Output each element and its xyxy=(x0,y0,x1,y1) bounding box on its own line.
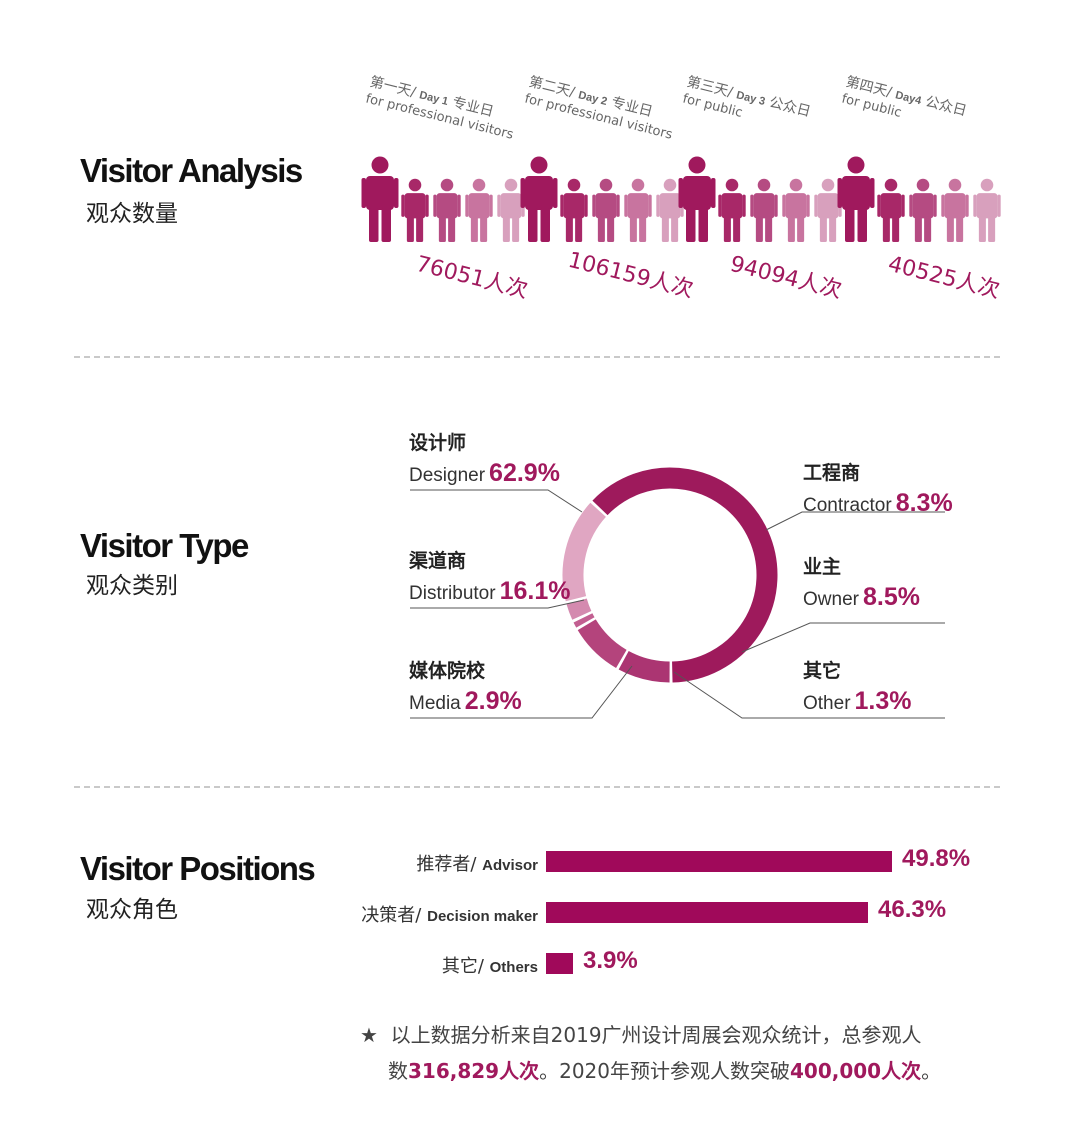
day-label-1: 第一天/ Day 1 专业日 for professional visitors xyxy=(364,74,516,143)
person-icon-16 xyxy=(877,178,905,242)
position-bar-2 xyxy=(546,953,573,974)
position-label-1: 决策者/ Decision maker xyxy=(361,905,538,926)
type-owner-en: Owner xyxy=(803,589,859,610)
person-icon-18 xyxy=(941,178,969,242)
leader-designer xyxy=(410,489,583,513)
position-pct-1: 46.3% xyxy=(878,896,947,923)
position-label-0: 推荐者/ Advisor xyxy=(416,854,538,875)
type-contractor: 工程商 Contractor 8.3% xyxy=(803,458,953,518)
visitor-analysis-title: Visitor Analysis xyxy=(80,152,303,189)
type-contractor-pct: 8.3% xyxy=(895,489,953,517)
divider-1 xyxy=(74,356,1000,358)
total-visitors: 316,829人次 xyxy=(408,1059,540,1083)
type-other-en: Other xyxy=(803,693,851,714)
people-icons xyxy=(361,156,1001,242)
donut-slice-designer xyxy=(592,467,778,683)
type-media-cn: 媒体院校 xyxy=(409,660,486,682)
position-pct-0: 49.8% xyxy=(902,845,971,872)
person-icon-19 xyxy=(973,178,1001,242)
person-icon-8 xyxy=(624,178,652,242)
divider-2 xyxy=(74,786,1000,788)
leader-media xyxy=(410,665,633,719)
type-designer: 设计师 Designer 62.9% xyxy=(409,428,560,488)
person-icon-14 xyxy=(814,178,842,242)
visitor-type-donut xyxy=(410,467,945,719)
donut-slice-other xyxy=(573,613,595,628)
day-count-1: 76051人次 xyxy=(413,251,531,304)
type-designer-cn: 设计师 xyxy=(409,432,467,454)
donut-slice-contractor xyxy=(618,650,671,683)
type-designer-en: Designer xyxy=(409,465,486,486)
person-icon-9 xyxy=(656,178,684,242)
person-icon-11 xyxy=(718,178,746,242)
footnote-line1: 以上数据分析来自2019广州设计周展会观众统计，总参观人 xyxy=(390,1023,922,1047)
type-owner-cn: 业主 xyxy=(803,556,842,578)
type-contractor-en: Contractor xyxy=(803,495,892,516)
visitor-positions-subtitle: 观众角色 xyxy=(86,897,178,923)
type-other-pct: 1.3% xyxy=(854,687,912,715)
person-icon-1 xyxy=(401,178,429,242)
visitor-type-subtitle: 观众类别 xyxy=(86,573,178,599)
day-count-4: 40525人次 xyxy=(885,251,1003,304)
visitor-positions-title: Visitor Positions xyxy=(80,850,316,887)
type-media: 媒体院校 Media 2.9% xyxy=(409,656,522,716)
position-bar-0 xyxy=(546,851,892,872)
visitor-type-title: Visitor Type xyxy=(80,527,249,564)
person-icon-0 xyxy=(361,156,399,242)
leader-distributor xyxy=(410,599,585,609)
person-icon-10 xyxy=(678,156,716,242)
leader-contractor xyxy=(765,511,945,531)
day-label-3: 第三天/ Day 3 公众日 for public xyxy=(681,74,813,121)
person-icon-6 xyxy=(560,178,588,242)
star-icon: ★ xyxy=(360,1023,378,1047)
position-label-2: 其它/ Others xyxy=(441,956,538,977)
type-owner-pct: 8.5% xyxy=(862,583,920,611)
type-distributor-en: Distributor xyxy=(409,583,496,604)
person-icon-17 xyxy=(909,178,937,242)
day-label-2: 第二天/ Day 2 专业日 for professional visitors xyxy=(523,74,675,143)
visitor-analysis-subtitle: 观众数量 xyxy=(86,201,178,227)
person-icon-15 xyxy=(837,156,875,242)
projected-visitors: 400,000人次 xyxy=(790,1059,922,1083)
type-distributor-cn: 渠道商 xyxy=(409,550,467,572)
footnote: ★ 以上数据分析来自2019广州设计周展会观众统计，总参观人 数316,829人… xyxy=(360,1023,942,1083)
person-icon-7 xyxy=(592,178,620,242)
type-other-cn: 其它 xyxy=(803,660,842,682)
position-bar-1 xyxy=(546,902,868,923)
donut-slice-media xyxy=(566,598,592,620)
type-owner: 业主 Owner 8.5% xyxy=(803,552,920,612)
type-distributor: 渠道商 Distributor 16.1% xyxy=(409,546,570,606)
leader-owner xyxy=(741,622,945,653)
position-pct-2: 3.9% xyxy=(583,947,638,974)
person-icon-5 xyxy=(520,156,558,242)
day-label-4: 第四天/ Day4 公众日 for public xyxy=(840,74,969,121)
type-other: 其它 Other 1.3% xyxy=(803,656,912,716)
type-designer-pct: 62.9% xyxy=(489,459,560,487)
donut-slice-owner xyxy=(577,619,627,668)
type-media-pct: 2.9% xyxy=(464,687,522,715)
person-icon-3 xyxy=(465,178,493,242)
day-count-3: 94094人次 xyxy=(727,251,845,304)
type-media-en: Media xyxy=(409,693,461,714)
person-icon-2 xyxy=(433,178,461,242)
type-contractor-cn: 工程商 xyxy=(803,462,861,484)
leader-other xyxy=(673,671,945,719)
type-distributor-pct: 16.1% xyxy=(499,577,571,605)
person-icon-13 xyxy=(782,178,810,242)
person-icon-12 xyxy=(750,178,778,242)
day-count-2: 106159人次 xyxy=(565,247,696,304)
donut-slice-distributor xyxy=(562,502,607,602)
